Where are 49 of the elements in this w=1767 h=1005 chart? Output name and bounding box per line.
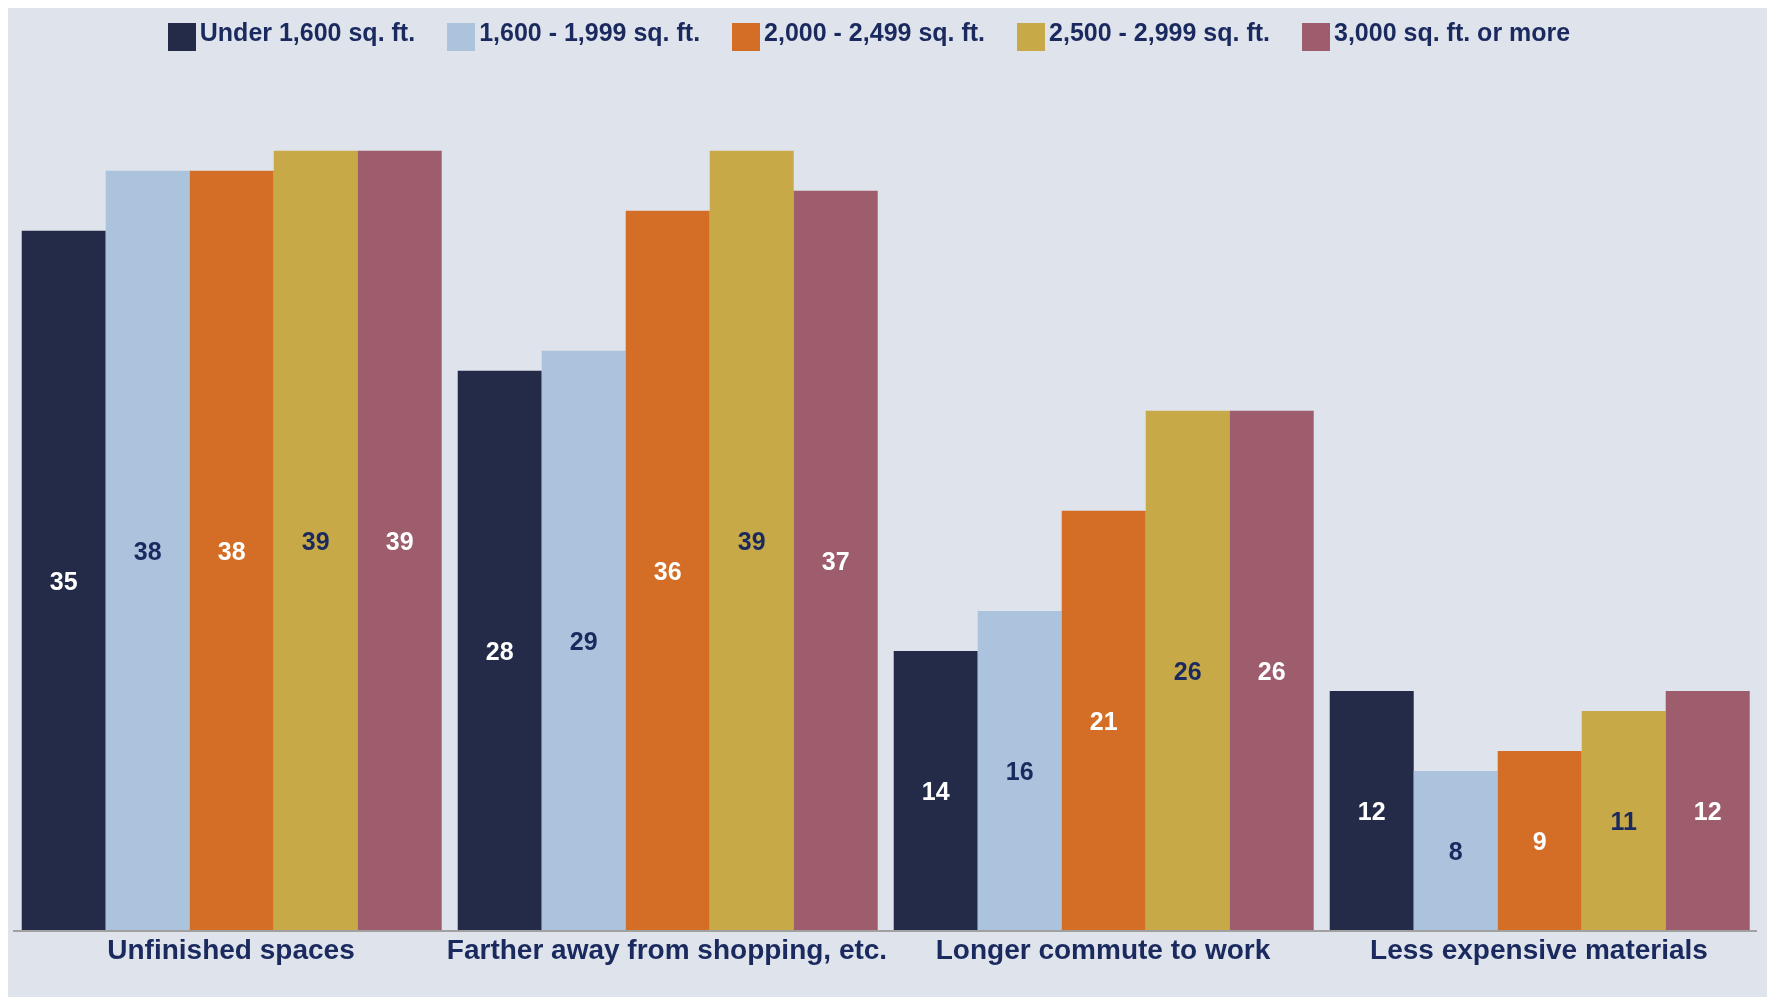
data-label: 38 xyxy=(217,536,246,565)
data-label: 35 xyxy=(49,566,78,595)
bar xyxy=(273,150,358,931)
bar xyxy=(357,150,442,931)
data-label: 39 xyxy=(737,526,766,555)
bar xyxy=(1061,510,1146,931)
data-label: 21 xyxy=(1089,706,1118,735)
x-tick-label: Unfinished spaces xyxy=(107,933,355,965)
x-tick-label: Less expensive materials xyxy=(1370,933,1708,965)
data-label: 12 xyxy=(1357,796,1386,825)
legend-label: Under 1,600 sq. ft. xyxy=(199,18,416,46)
legend-label: 1,600 - 1,999 sq. ft. xyxy=(479,18,701,46)
data-label: 39 xyxy=(301,526,330,555)
bar xyxy=(893,650,978,931)
legend-label: 2,000 - 2,499 sq. ft. xyxy=(764,18,986,46)
bar xyxy=(625,210,710,931)
x-tick-label: Farther away from shopping, etc. xyxy=(446,933,888,965)
data-label: 39 xyxy=(385,526,414,555)
bar xyxy=(541,350,626,931)
data-label: 26 xyxy=(1173,656,1202,685)
bar xyxy=(709,150,794,931)
bar xyxy=(105,170,190,931)
bar xyxy=(457,370,542,931)
bar xyxy=(1229,410,1314,931)
bar xyxy=(1329,690,1414,931)
data-label: 38 xyxy=(133,536,162,565)
bar xyxy=(977,610,1062,931)
bar xyxy=(793,190,878,931)
data-label: 36 xyxy=(653,556,682,585)
data-label: 14 xyxy=(921,776,950,805)
bar xyxy=(1581,710,1666,931)
x-tick-label: Longer commute to work xyxy=(935,933,1271,965)
data-label: 29 xyxy=(569,626,598,655)
bar xyxy=(1497,750,1582,931)
bar xyxy=(1665,690,1750,931)
data-label: 8 xyxy=(1448,836,1463,865)
bar xyxy=(189,170,274,931)
data-label: 26 xyxy=(1257,656,1286,685)
bar xyxy=(1413,770,1498,931)
data-label: 12 xyxy=(1693,796,1722,825)
legend-label: 3,000 sq. ft. or more xyxy=(1334,18,1571,46)
data-label: 11 xyxy=(1610,806,1638,835)
data-label: 37 xyxy=(821,546,850,575)
data-label: 28 xyxy=(485,636,514,665)
bar xyxy=(21,230,106,931)
data-label: 9 xyxy=(1532,826,1547,855)
data-label: 16 xyxy=(1005,756,1034,785)
legend-label: 2,500 - 2,999 sq. ft. xyxy=(1049,18,1270,46)
bar xyxy=(1145,410,1230,931)
